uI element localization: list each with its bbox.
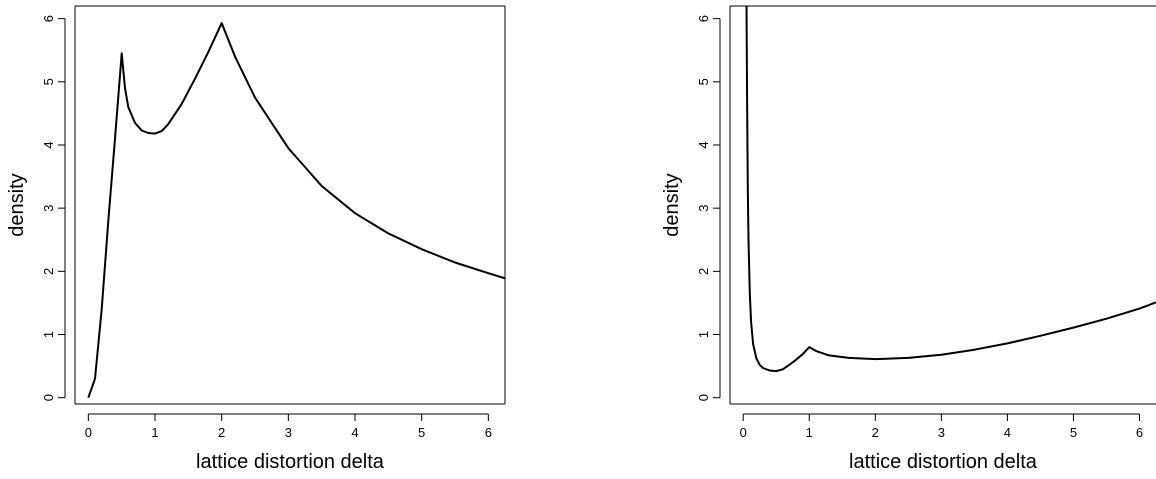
- y-tick-label: 2: [41, 268, 56, 275]
- x-tick-label: 1: [806, 425, 813, 440]
- y-tick-label: 5: [41, 78, 56, 85]
- x-tick-label: 2: [218, 425, 225, 440]
- y-tick-label: 6: [696, 15, 711, 22]
- y-tick-label: 5: [696, 78, 711, 85]
- x-axis-title: lattice distortion delta: [849, 451, 1038, 473]
- x-axis-title: lattice distortion delta: [196, 451, 385, 473]
- x-tick-label: 5: [418, 425, 425, 440]
- x-tick-label: 0: [85, 425, 92, 440]
- x-tick-label: 6: [1136, 425, 1143, 440]
- y-tick-label: 6: [41, 15, 56, 22]
- x-tick-label: 5: [1070, 425, 1077, 440]
- x-tick-label: 2: [872, 425, 879, 440]
- x-tick-label: 0: [740, 425, 747, 440]
- y-tick-label: 3: [696, 205, 711, 212]
- y-tick-label: 0: [696, 394, 711, 401]
- y-tick-label: 2: [696, 268, 711, 275]
- left-density-panel: 0 1 2 3 4 5 6 0 1 2 3 4 5 6 lattice distortion delta de…: [6, 5, 506, 473]
- x-tick-label: 6: [485, 425, 492, 440]
- y-axis-title: density: [6, 173, 28, 236]
- right-density-panel: 0 1 2 3 4 5 6 0 1 2 3 4 5 6 lattice distortion delta de…: [661, 5, 1156, 473]
- y-tick-label: 4: [41, 141, 56, 148]
- y-tick-label: 4: [696, 141, 711, 148]
- x-tick-label: 1: [151, 425, 158, 440]
- x-tick-label: 3: [285, 425, 292, 440]
- x-tick-label: 4: [351, 425, 358, 440]
- y-tick-label: 1: [41, 331, 56, 338]
- x-tick-label: 3: [938, 425, 945, 440]
- y-tick-label: 1: [696, 331, 711, 338]
- density-curve: [745, 6, 1156, 373]
- x-tick-label: 4: [1004, 425, 1011, 440]
- y-tick-label: 0: [41, 394, 56, 401]
- y-tick-label: 3: [41, 205, 56, 212]
- y-axis-title: density: [661, 173, 683, 236]
- density-curve: [87, 22, 505, 399]
